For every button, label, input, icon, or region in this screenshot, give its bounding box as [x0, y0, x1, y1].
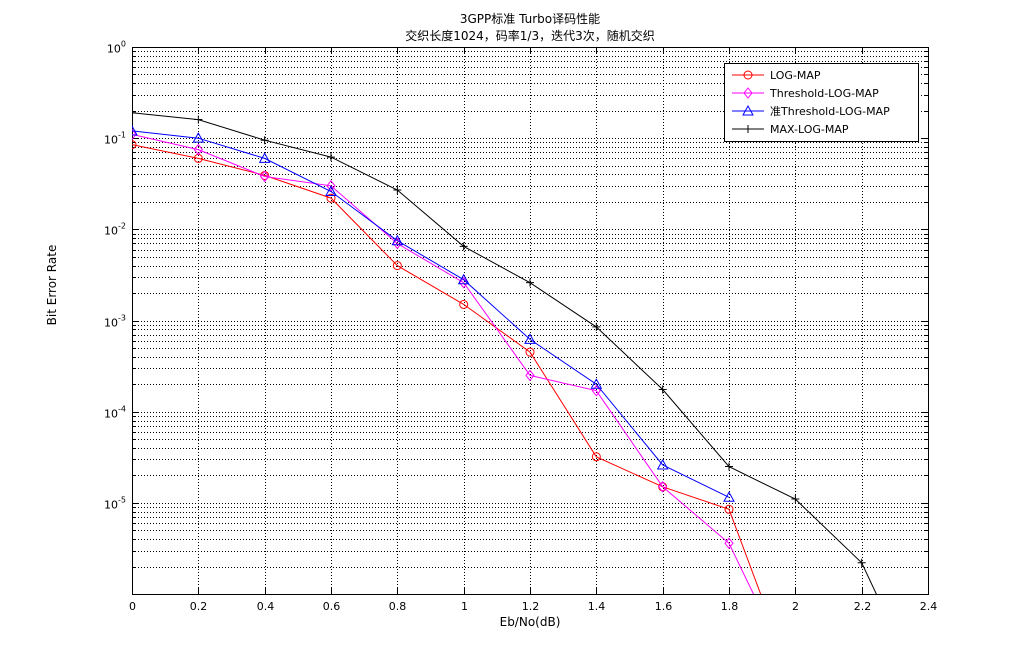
- legend-label: LOG-MAP: [770, 69, 821, 82]
- legend-label: MAX-LOG-MAP: [770, 123, 849, 136]
- x-tick-label: 1: [461, 600, 468, 613]
- series-3: [132, 108, 877, 594]
- data-point: [260, 170, 270, 183]
- data-point: [724, 504, 734, 514]
- data-point: [524, 333, 536, 344]
- x-tick-label: 0.6: [323, 600, 341, 613]
- chart-title: 3GPP标准 Turbo译码性能: [459, 12, 601, 26]
- data-point: [459, 242, 468, 251]
- y-tick-label: 100: [107, 40, 126, 56]
- y-tick-label: 10-4: [104, 405, 126, 421]
- legend-box: [724, 63, 919, 142]
- data-point: [724, 537, 734, 550]
- data-point: [132, 128, 137, 141]
- data-point: [132, 140, 137, 150]
- x-axis-label: Eb/No(dB): [499, 615, 561, 629]
- data-point: [656, 458, 669, 470]
- data-point: [192, 132, 205, 143]
- data-point: [591, 452, 601, 462]
- data-point: [791, 495, 800, 504]
- series-2: [132, 124, 735, 502]
- data-point: [525, 369, 535, 382]
- y-tick-label: 10-2: [104, 222, 126, 238]
- x-tick-label: 0.8: [389, 600, 407, 613]
- x-tick-label: 0: [129, 600, 136, 613]
- data-point: [658, 385, 667, 394]
- data-point: [459, 299, 469, 309]
- data-point: [132, 124, 138, 136]
- series-1: [132, 128, 755, 594]
- data-point: [459, 276, 469, 289]
- series-0: [132, 140, 762, 594]
- y-tick-label: 10-3: [104, 314, 126, 330]
- x-tick-label: 1.4: [588, 600, 606, 613]
- x-tick-label: 0.2: [190, 600, 208, 613]
- y-tick-label: 10-1: [104, 131, 126, 147]
- data-point: [325, 185, 337, 197]
- y-tick-label: 10-5: [104, 496, 126, 512]
- series-line: [132, 144, 762, 594]
- legend: LOG-MAP Threshold-LOG-MAP 准Threshold-LOG-M…: [724, 63, 919, 142]
- data-point: [457, 273, 470, 285]
- data-point: [658, 480, 668, 493]
- data-point: [260, 136, 269, 145]
- series-line: [132, 133, 755, 594]
- data-point: [391, 234, 404, 246]
- x-tick-label: 1.8: [721, 600, 739, 613]
- series-line: [132, 130, 730, 498]
- data-point: [132, 108, 136, 117]
- data-point: [392, 261, 402, 271]
- legend-marker: [743, 70, 753, 80]
- data-point: [194, 115, 203, 124]
- data-point: [857, 558, 866, 567]
- data-point: [393, 186, 402, 195]
- x-tick-label: 1.2: [522, 600, 540, 613]
- legend-label: 准Threshold-LOG-MAP: [770, 105, 890, 118]
- x-tick-label: 0.4: [257, 600, 275, 613]
- data-point: [326, 180, 336, 192]
- data-point: [590, 378, 603, 389]
- data-point: [193, 143, 203, 156]
- data-point: [327, 153, 335, 162]
- data-point: [326, 193, 336, 203]
- x-tick-label: 2.4: [920, 600, 938, 613]
- x-tick-label: 2.2: [854, 600, 872, 613]
- legend-marker: [743, 87, 753, 99]
- data-point: [725, 462, 733, 471]
- data-point: [591, 384, 601, 397]
- legend-marker: [744, 125, 752, 133]
- x-tick-label: 2: [792, 600, 799, 613]
- chart-subtitle: 交织长度1024，码率1/3，迭代3次，随机交织: [405, 29, 655, 43]
- data-point: [723, 491, 735, 502]
- x-tick-label: 1.6: [655, 600, 673, 613]
- legend-label: Threshold-LOG-MAP: [769, 87, 879, 100]
- y-axis-label: Bit Error Rate: [45, 244, 59, 326]
- data-point: [258, 152, 271, 163]
- data-point: [526, 278, 534, 287]
- legend-marker: [742, 104, 754, 116]
- data-point: [525, 347, 535, 357]
- data-point: [592, 322, 601, 331]
